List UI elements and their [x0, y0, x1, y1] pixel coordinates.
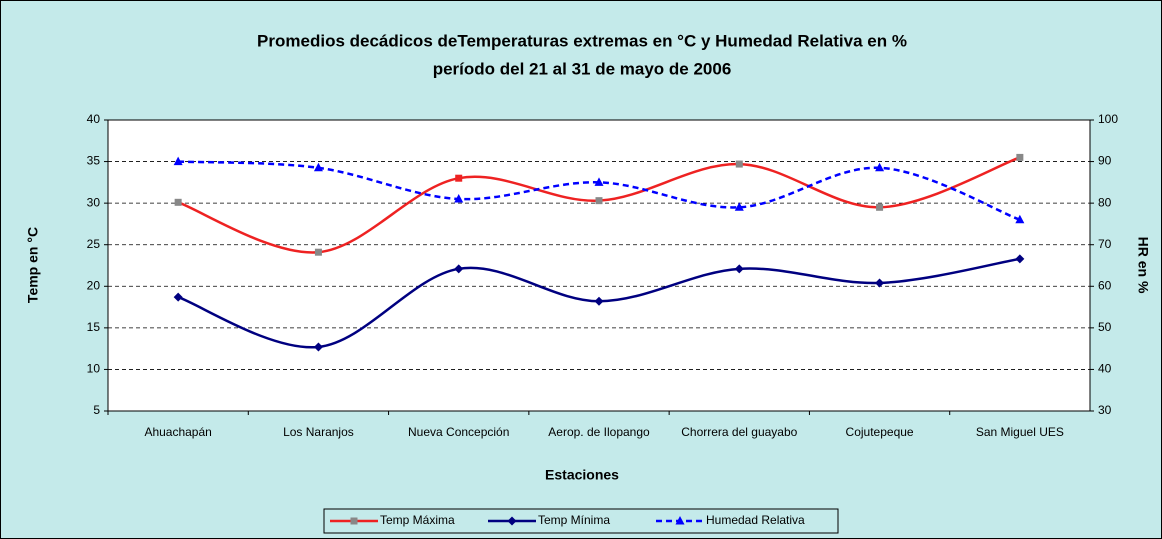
- y2-tick-label: 70: [1098, 237, 1112, 251]
- x-tick-label: Nueva Concepción: [408, 425, 509, 439]
- y2-tick-label: 40: [1098, 362, 1112, 376]
- legend-box: [323, 508, 839, 534]
- marker: [313, 162, 323, 172]
- marker: [1015, 214, 1025, 224]
- chart-title: Promedios decádicos deTemperaturas extre…: [257, 31, 907, 50]
- marker: [1016, 153, 1024, 161]
- y-tick-label: 35: [87, 154, 101, 168]
- marker: [594, 296, 604, 306]
- y2-tick-label: 30: [1098, 403, 1112, 417]
- marker: [454, 193, 464, 203]
- x-tick-label: San Miguel UES: [976, 425, 1064, 439]
- y-tick-label: 10: [87, 362, 101, 376]
- y-tick-label: 20: [87, 278, 101, 292]
- y-tick-label: 15: [87, 320, 101, 334]
- legend-label: Humedad Relativa: [706, 513, 805, 527]
- marker: [735, 160, 743, 168]
- y2-tick-label: 100: [1098, 112, 1118, 126]
- marker: [173, 156, 183, 166]
- marker: [313, 342, 323, 352]
- marker: [314, 248, 322, 256]
- marker: [455, 174, 463, 182]
- marker: [594, 177, 604, 186]
- y-tick-label: 40: [87, 112, 101, 126]
- marker: [875, 162, 885, 172]
- chart-subtitle: período del 21 al 31 de mayo de 2006: [433, 59, 732, 78]
- marker: [454, 264, 464, 274]
- marker: [350, 517, 358, 525]
- y-tick-label: 5: [93, 403, 100, 417]
- marker: [174, 198, 182, 206]
- x-tick-label: Chorrera del guayabo: [681, 425, 797, 439]
- y2-tick-label: 60: [1098, 278, 1112, 292]
- marker: [675, 516, 685, 525]
- x-tick-label: Los Naranjos: [283, 425, 354, 439]
- x-tick-label: Aerop. de Ilopango: [548, 425, 650, 439]
- marker: [875, 278, 885, 288]
- x-tick-label: Cojutepeque: [846, 425, 914, 439]
- y-tick-label: 25: [87, 237, 101, 251]
- plot-area: [107, 119, 1091, 412]
- y2-tick-label: 50: [1098, 320, 1112, 334]
- y2-axis-title: HR en %: [1135, 237, 1151, 294]
- marker: [734, 202, 744, 211]
- marker: [507, 516, 517, 526]
- y-axis-title: Temp en °C: [25, 227, 41, 303]
- y2-tick-label: 90: [1098, 154, 1112, 168]
- legend-label: Temp Mínima: [538, 513, 610, 527]
- marker: [876, 203, 884, 211]
- y2-tick-label: 80: [1098, 195, 1112, 209]
- marker: [595, 197, 603, 205]
- marker: [1015, 254, 1025, 264]
- marker: [173, 292, 183, 302]
- legend-label: Temp Máxima: [380, 513, 455, 527]
- y-tick-label: 30: [87, 195, 101, 209]
- x-tick-label: Ahuachapán: [144, 425, 211, 439]
- x-axis-title: Estaciones: [545, 467, 619, 483]
- marker: [734, 264, 744, 274]
